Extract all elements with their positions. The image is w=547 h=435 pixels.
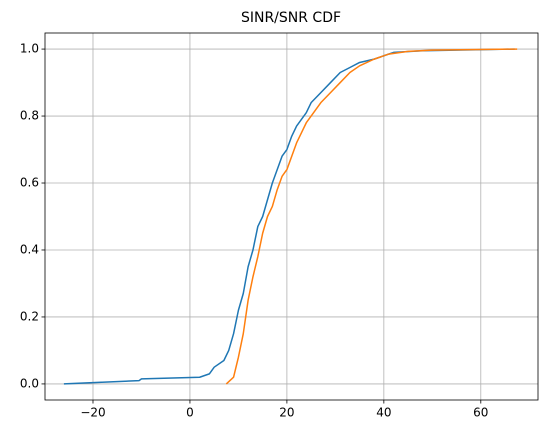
x-tick-label: 0 (186, 406, 194, 420)
x-tick-label: 40 (376, 406, 391, 420)
y-tick-label: 0.6 (20, 176, 39, 190)
plot-frame (44, 32, 539, 401)
y-tick-label: 0.8 (20, 109, 39, 123)
line-series (63, 48, 515, 385)
y-tick-label: 0.2 (20, 309, 39, 323)
y-tick-label: 1.0 (20, 42, 39, 56)
x-tick-label: 20 (279, 406, 294, 420)
y-tick-label: 0.4 (20, 242, 39, 256)
chart-title: SINR/SNR CDF (241, 10, 341, 26)
y-tick-label: 0.0 (20, 376, 39, 390)
x-tick-label: 60 (473, 406, 488, 420)
line-series (225, 48, 518, 385)
x-tick-label: −20 (80, 406, 105, 420)
